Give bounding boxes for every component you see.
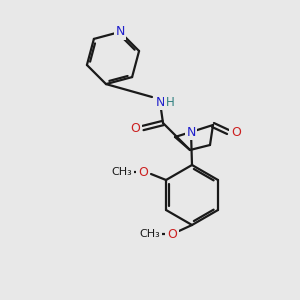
Text: CH₃: CH₃ <box>112 167 132 177</box>
Text: O: O <box>231 125 241 139</box>
Text: O: O <box>130 122 140 136</box>
Text: O: O <box>167 227 177 241</box>
Text: CH₃: CH₃ <box>140 229 160 239</box>
Text: H: H <box>166 95 174 109</box>
Text: O: O <box>138 166 148 178</box>
Text: N: N <box>186 125 196 139</box>
Text: N: N <box>115 26 125 38</box>
Text: N: N <box>155 95 165 109</box>
